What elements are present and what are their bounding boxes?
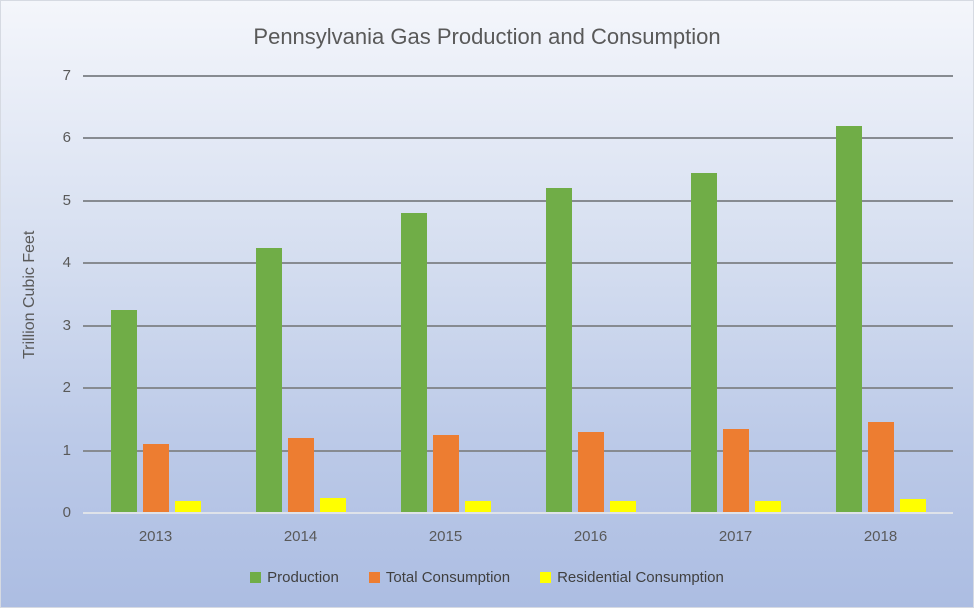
bar-residential-consumption-2016 xyxy=(609,501,636,513)
x-axis-line xyxy=(83,512,953,514)
gridline-6 xyxy=(83,137,953,139)
plot-area xyxy=(83,75,953,514)
legend: Production Total Consumption Residential C… xyxy=(1,569,973,586)
bar-residential-consumption-2017 xyxy=(754,501,781,513)
legend-label-total-consumption: Total Consumption xyxy=(385,569,511,586)
y-axis-tick-labels: 0 1 2 3 4 5 6 7 xyxy=(1,67,71,521)
y-tick-6: 6 xyxy=(62,129,71,146)
legend-swatch-residential-consumption-icon xyxy=(540,572,552,583)
x-label-2017: 2017 xyxy=(718,528,753,545)
bar-residential-consumption-2013 xyxy=(174,501,201,513)
bar-residential-consumption-2018 xyxy=(899,499,926,513)
gridline-3 xyxy=(83,325,953,327)
y-tick-3: 3 xyxy=(62,317,71,334)
bar-group-2015 xyxy=(373,76,518,513)
bar-production-2013 xyxy=(110,310,137,513)
bar-total-consumption-2015 xyxy=(432,435,459,513)
x-label-2015: 2015 xyxy=(428,528,463,545)
bar-group-2018 xyxy=(808,76,953,513)
bar-residential-consumption-2014 xyxy=(319,498,346,513)
legend-item-production: Production xyxy=(250,569,339,586)
gridline-7 xyxy=(83,75,953,77)
bar-production-2016 xyxy=(545,188,572,513)
gridline-4 xyxy=(83,262,953,264)
gridline-1 xyxy=(83,450,953,452)
x-label-2014: 2014 xyxy=(283,528,318,545)
x-label-2013: 2013 xyxy=(138,528,173,545)
x-label-2016: 2016 xyxy=(573,528,608,545)
bar-total-consumption-2013 xyxy=(142,444,169,513)
y-tick-0: 0 xyxy=(62,504,71,521)
y-tick-2: 2 xyxy=(62,379,71,396)
x-label-2018: 2018 xyxy=(863,528,898,545)
legend-label-production: Production xyxy=(267,569,339,586)
bar-total-consumption-2014 xyxy=(287,438,314,513)
legend-swatch-production-icon xyxy=(250,572,262,583)
bar-total-consumption-2017 xyxy=(722,429,749,513)
bar-residential-consumption-2015 xyxy=(464,501,491,513)
gridline-5 xyxy=(83,200,953,202)
x-axis-labels: 2013 2014 2015 2016 2017 2018 xyxy=(83,527,953,547)
y-tick-7: 7 xyxy=(62,67,71,84)
chart-title: Pennsylvania Gas Production and Consumpt… xyxy=(253,24,721,49)
bar-group-2013 xyxy=(83,76,228,513)
bar-group-2014 xyxy=(228,76,373,513)
y-tick-1: 1 xyxy=(62,442,71,459)
y-tick-5: 5 xyxy=(62,192,71,209)
bar-production-2017 xyxy=(690,173,717,513)
bar-group-2017 xyxy=(663,76,808,513)
legend-label-residential-consumption: Residential Consumption xyxy=(557,569,724,586)
legend-item-total-consumption: Total Consumption xyxy=(368,569,511,586)
legend-item-residential-consumption: Residential Consumption xyxy=(540,569,724,586)
bar-total-consumption-2018 xyxy=(867,422,894,513)
bar-production-2014 xyxy=(255,248,282,513)
bar-production-2015 xyxy=(400,213,427,513)
bar-total-consumption-2016 xyxy=(577,432,604,513)
y-tick-4: 4 xyxy=(62,254,71,271)
bar-group-2016 xyxy=(518,76,663,513)
gridline-2 xyxy=(83,387,953,389)
bar-production-2018 xyxy=(835,126,862,513)
legend-swatch-total-consumption-icon xyxy=(368,572,380,583)
